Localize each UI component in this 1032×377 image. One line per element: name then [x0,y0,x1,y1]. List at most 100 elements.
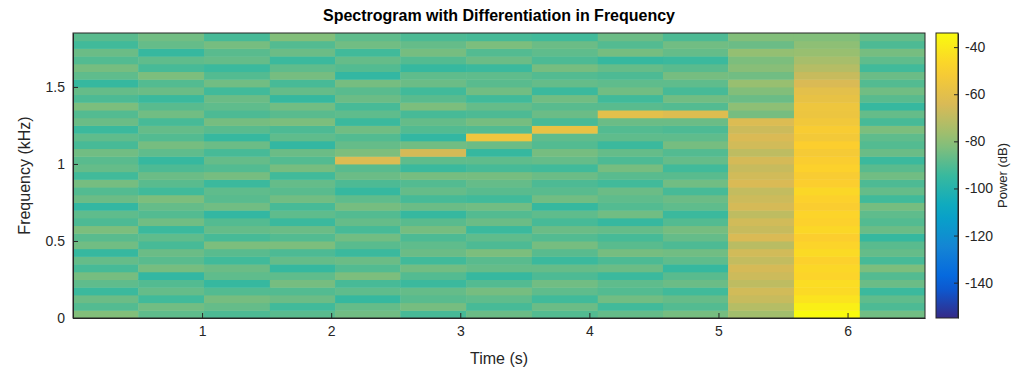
tick: 0 [57,310,78,326]
heatmap-cell [728,102,794,110]
heatmap-cell [663,87,729,95]
heatmap-cell [270,95,336,103]
heatmap-cell [728,56,794,64]
tick-mark [73,164,78,165]
heatmap-cell [860,310,925,318]
heatmap-cell [728,64,794,72]
heatmap-cell [728,48,794,56]
heatmap-cell [532,156,598,164]
heatmap-cell [532,256,598,264]
heatmap-cell [532,95,598,103]
heatmap-cell [204,187,270,195]
heatmap-cell [532,210,598,218]
heatmap-cell [400,233,466,241]
heatmap-cell [270,233,336,241]
heatmap-cell [860,264,925,272]
heatmap-cell [270,295,336,303]
heatmap-cell [663,295,729,303]
heatmap-cell [73,179,139,187]
heatmap-cell [73,149,139,157]
x-axis-title: Time (s) [470,350,528,367]
heatmap-cell [532,187,598,195]
heatmap-cell [532,110,598,118]
heatmap-cell [598,272,664,280]
heatmap-cell [663,133,729,141]
heatmap-cell [204,233,270,241]
heatmap-cell [663,172,729,180]
heatmap-cell [204,295,270,303]
heatmap-cell [138,287,204,295]
heatmap-cell [663,95,729,103]
heatmap-cell [335,72,401,80]
heatmap-cell [335,133,401,141]
heatmap-cell [270,156,336,164]
heatmap-cell [204,33,270,41]
heatmap-cell [138,102,204,110]
heatmap-cell [138,249,204,257]
tick: 0.5 [46,233,78,249]
heatmap-cell [73,279,139,287]
y-axis-title: Frequency (kHz) [16,116,33,234]
heatmap-cell [204,303,270,311]
heatmap-cell [400,172,466,180]
heatmap-cell [138,149,204,157]
heatmap-cell [138,295,204,303]
tick: -140 [954,275,993,291]
heatmap-cell [204,272,270,280]
heatmap-cell [663,272,729,280]
heatmap-cell [73,141,139,149]
tick-mark [954,236,958,237]
heatmap-cell [335,303,401,311]
heatmap-cell [728,310,794,318]
heatmap-cell [532,295,598,303]
heatmap-cell [532,164,598,172]
heatmap-cell [400,249,466,257]
heatmap-cell [138,64,204,72]
heatmap-cell [73,48,139,56]
tick-mark [73,318,78,319]
tick-mark [331,313,332,318]
colorbar [936,33,958,318]
heatmap-cell [138,310,204,318]
heatmap-cell [598,279,664,287]
heatmap-cell [138,141,204,149]
heatmap-cell [794,156,860,164]
heatmap-cell [663,256,729,264]
heatmap-cell [204,110,270,118]
heatmap-cell [860,195,925,203]
heatmap-cell [270,41,336,49]
heatmap-cell [860,110,925,118]
heatmap-cell [860,95,925,103]
heatmap-cell [400,149,466,157]
heatmap-cell [270,195,336,203]
tick-label: -100 [965,180,993,196]
heatmap-cell [73,33,139,41]
heatmap-cell [532,241,598,249]
tick: -60 [954,86,985,102]
heatmap-cell [598,218,664,226]
heatmap-cell [204,202,270,210]
plot-frame [73,33,925,318]
heatmap-cell [73,249,139,257]
heatmap-cell [138,164,204,172]
heatmap-cell [728,41,794,49]
heatmap-cell [400,87,466,95]
heatmap-cell [204,87,270,95]
heatmap-cell [270,118,336,126]
heatmap-cell [400,241,466,249]
heatmap-cell [663,264,729,272]
heatmap-cell [73,264,139,272]
heatmap-cell [728,295,794,303]
heatmap-cell [532,72,598,80]
heatmap-cell [728,287,794,295]
heatmap-cell [335,187,401,195]
heatmap-cell [400,64,466,72]
heatmap-cell [204,310,270,318]
heatmap-cell [466,87,532,95]
heatmap-cell [335,179,401,187]
heatmap-cell [138,279,204,287]
heatmap-cell [728,187,794,195]
heatmap-cell [270,256,336,264]
heatmap-cell [400,310,466,318]
heatmap-cell [532,310,598,318]
